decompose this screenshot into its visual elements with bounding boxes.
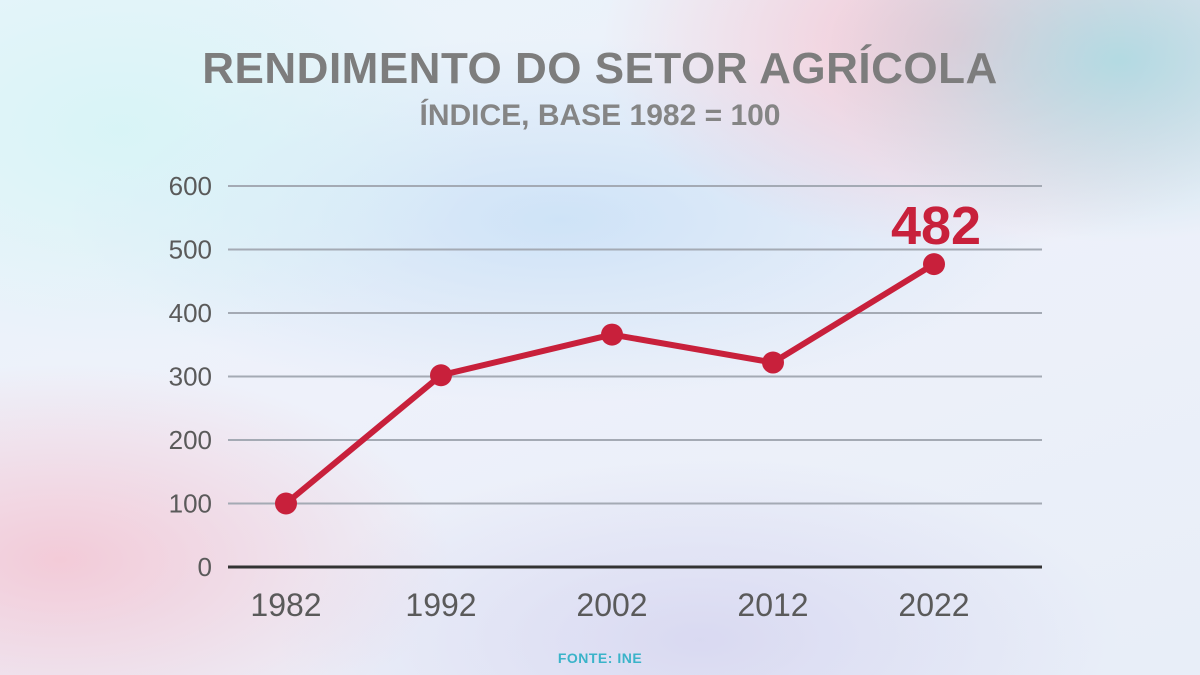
y-tick-label: 400 [169, 298, 212, 328]
data-point [275, 492, 297, 515]
series-line [283, 261, 937, 507]
data-point [762, 351, 784, 374]
gridlines [228, 185, 1042, 505]
data-point [430, 364, 452, 387]
chart-subtitle: ÍNDICE, BASE 1982 = 100 [419, 99, 781, 132]
value-label: 482 [891, 196, 981, 256]
x-tick-label: 2012 [737, 587, 808, 623]
source-note: FONTE: INE [557, 650, 643, 666]
x-tick-label: 1982 [250, 587, 321, 623]
annotations: 482 [891, 196, 981, 256]
y-tick-label: 600 [169, 171, 212, 201]
y-tick-label: 0 [198, 552, 212, 582]
data-point [601, 323, 623, 346]
y-axis: 0 100 200 300 400 500 600 [169, 171, 212, 582]
series [275, 253, 945, 515]
y-tick-label: 100 [169, 489, 212, 519]
y-tick-label: 200 [169, 425, 212, 455]
x-tick-label: 2022 [898, 587, 969, 623]
data-point [923, 253, 945, 276]
x-axis: 1982 1992 2002 2012 2022 [228, 565, 1042, 623]
y-tick-label: 300 [169, 362, 212, 392]
x-tick-label: 2002 [576, 587, 647, 623]
chart-title: RENDIMENTO DO SETOR AGRÍCOLA [202, 44, 998, 93]
y-tick-label: 500 [169, 235, 212, 265]
x-tick-label: 1992 [405, 587, 476, 623]
